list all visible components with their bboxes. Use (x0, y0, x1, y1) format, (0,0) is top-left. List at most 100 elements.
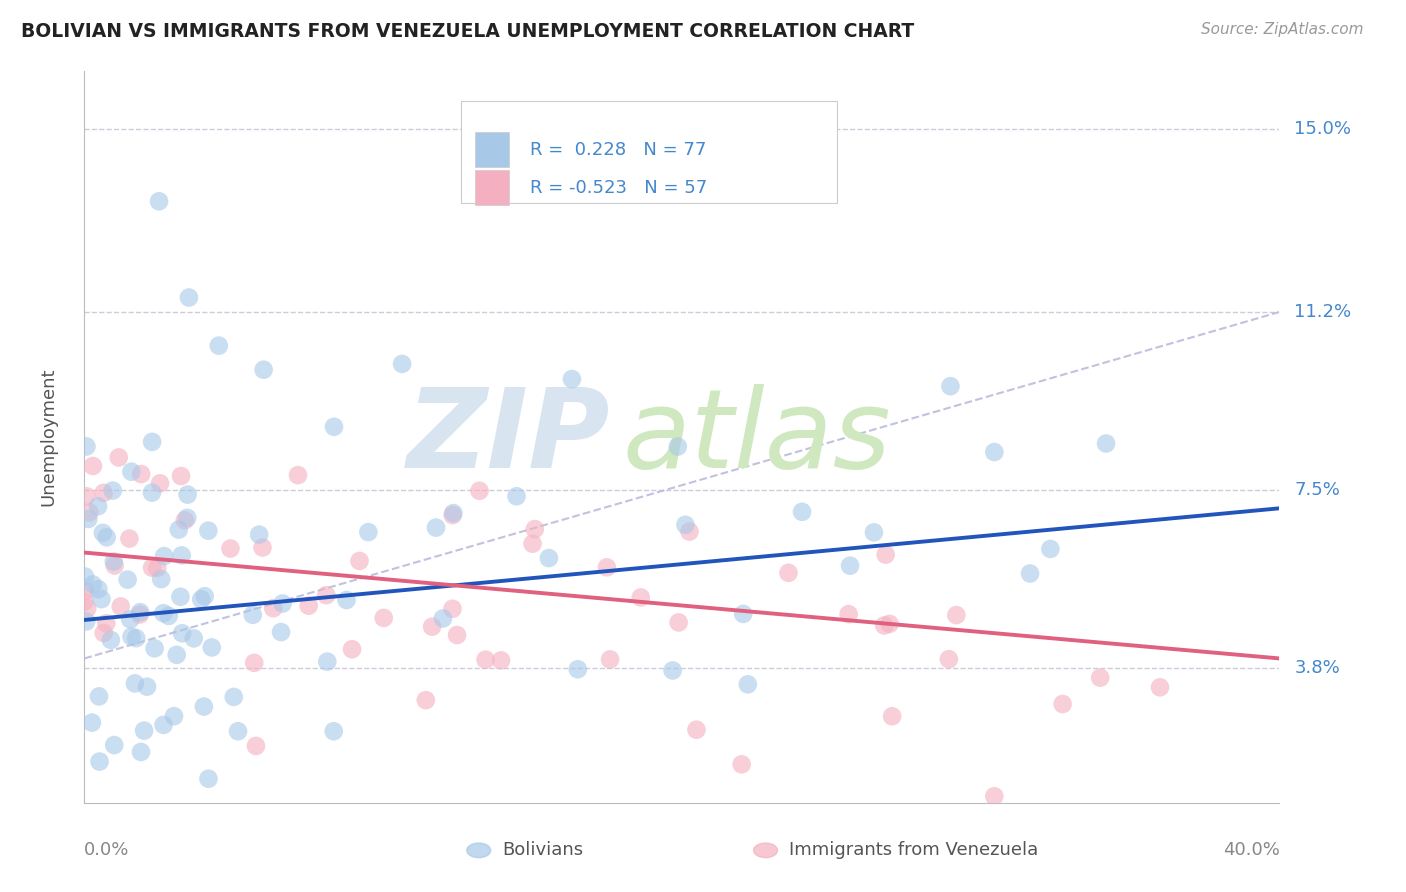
Point (146, 561, 169, 575)
Point (121, 630, 143, 644)
Text: 15.0%: 15.0% (1295, 120, 1351, 138)
Point (1052, 697, 1074, 711)
Point (173, 513, 195, 527)
Point (163, 709, 186, 723)
Point (247, 527, 270, 541)
Point (668, 615, 690, 630)
Point (1019, 566, 1042, 581)
Point (373, 611, 395, 625)
Point (197, 772, 219, 786)
Point (474, 653, 496, 667)
Point (391, 357, 413, 371)
Point (441, 601, 464, 615)
Point (90, 592, 112, 607)
Point (152, 718, 174, 732)
Text: 40.0%: 40.0% (1223, 841, 1279, 859)
Point (73, 569, 96, 583)
Point (983, 789, 1005, 804)
Point (124, 676, 146, 690)
Point (117, 573, 139, 587)
Text: Source: ZipAtlas.com: Source: ZipAtlas.com (1201, 22, 1364, 37)
Point (323, 419, 346, 434)
Point (489, 653, 512, 667)
Point (183, 632, 205, 646)
Point (143, 641, 166, 656)
Point (208, 338, 231, 352)
Point (1039, 541, 1062, 556)
Point (87, 582, 110, 597)
Point (271, 597, 294, 611)
Point (879, 616, 901, 631)
Point (425, 520, 447, 534)
Point (75, 489, 97, 503)
Point (675, 517, 697, 532)
Point (420, 620, 443, 634)
Point (93, 486, 115, 500)
Point (129, 605, 152, 619)
Point (169, 590, 191, 604)
Point (87, 690, 110, 704)
Point (873, 618, 896, 632)
Point (222, 690, 245, 704)
Bar (475, 170, 509, 205)
Text: 11.2%: 11.2% (1295, 303, 1351, 321)
Point (567, 662, 589, 676)
Point (441, 506, 464, 520)
Point (104, 558, 127, 573)
Point (838, 607, 860, 622)
Point (245, 739, 267, 753)
Point (939, 379, 962, 393)
Text: ZIP: ZIP (406, 384, 610, 491)
Text: R = -0.523   N = 57: R = -0.523 N = 57 (530, 178, 707, 196)
Point (1095, 436, 1118, 450)
Point (96, 530, 118, 544)
Point (863, 525, 886, 540)
Point (357, 525, 380, 540)
Point (561, 372, 583, 386)
Point (73, 594, 96, 608)
FancyBboxPatch shape (461, 101, 838, 203)
Point (141, 560, 163, 574)
Point (315, 588, 337, 602)
Point (75, 615, 97, 629)
Point (415, 693, 437, 707)
Point (103, 738, 125, 752)
Point (298, 599, 321, 613)
Point (1090, 671, 1112, 685)
Point (129, 467, 152, 481)
Point (75, 584, 97, 599)
Point (839, 558, 862, 573)
Point (103, 555, 125, 569)
Point (79, 505, 101, 519)
Text: 7.5%: 7.5% (1295, 481, 1340, 499)
Point (316, 655, 339, 669)
Point (128, 607, 150, 622)
Point (505, 489, 527, 503)
Point (340, 642, 363, 657)
Text: Bolivians: Bolivians (503, 841, 583, 859)
Point (335, 593, 357, 607)
Point (120, 612, 142, 626)
Point (176, 487, 198, 501)
Point (243, 656, 266, 670)
Point (446, 628, 468, 642)
Point (945, 608, 967, 623)
Point (242, 607, 264, 622)
Text: BOLIVIAN VS IMMIGRANTS FROM VENEZUELA UNEMPLOYMENT CORRELATION CHART: BOLIVIAN VS IMMIGRANTS FROM VENEZUELA UN… (21, 22, 914, 41)
Point (666, 440, 689, 454)
Point (197, 524, 219, 538)
Point (170, 469, 193, 483)
Point (599, 652, 621, 666)
Point (349, 554, 371, 568)
Point (93, 626, 115, 640)
Point (219, 541, 242, 556)
Point (322, 724, 344, 739)
Bar (475, 132, 509, 168)
Point (790, 505, 813, 519)
Point (91, 525, 114, 540)
Point (157, 608, 180, 623)
Point (262, 601, 284, 615)
Point (176, 511, 198, 525)
Point (177, 291, 200, 305)
Point (141, 485, 163, 500)
